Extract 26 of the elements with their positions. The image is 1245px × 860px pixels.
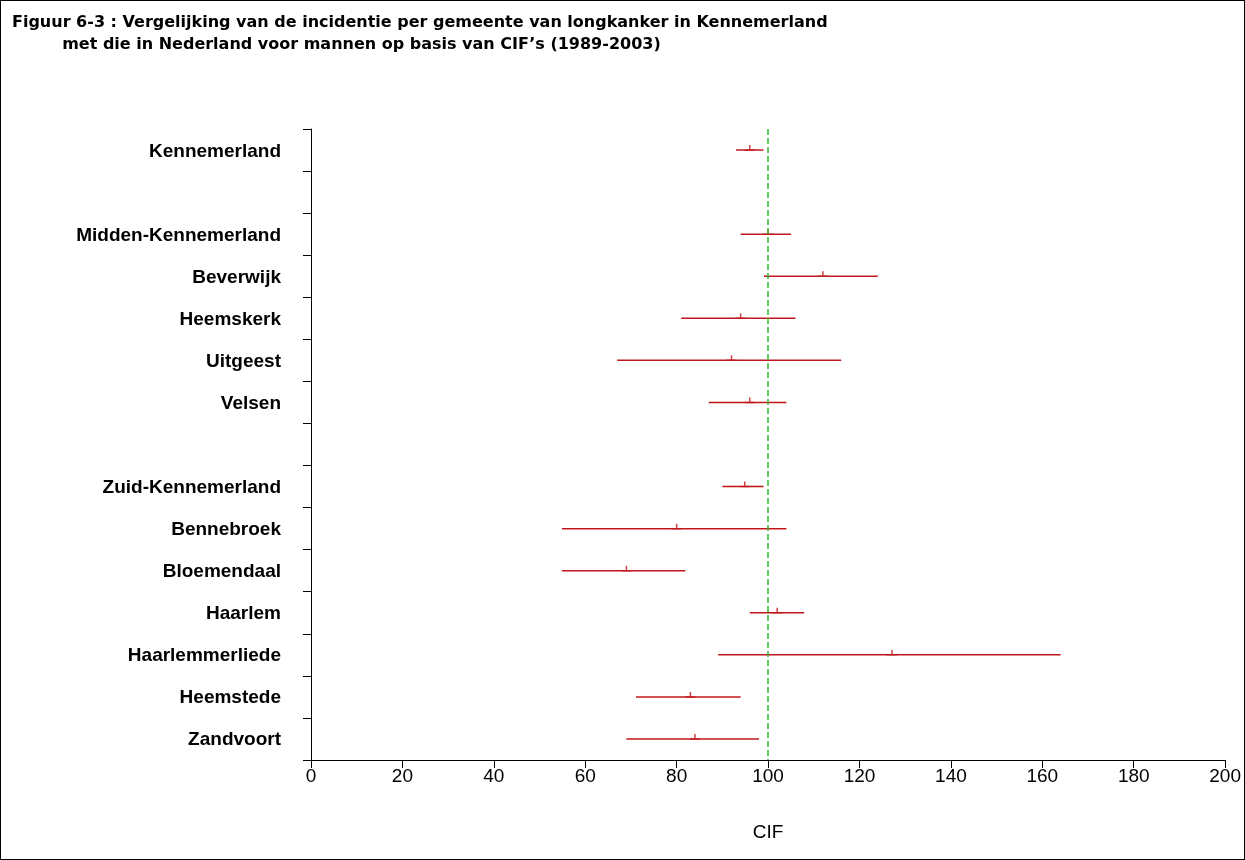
y-tick-label: Heemstede: [179, 686, 281, 708]
y-tick-label: Bloemendaal: [162, 560, 281, 582]
y-tick-label: Midden-Kennemerland: [76, 223, 281, 245]
x-tick-label: 140: [935, 765, 967, 786]
y-tick-label: Kennemerland: [149, 139, 281, 161]
chart-title: Figuur 6-3 : Vergelijking van de incidentie per gemeente van longkanker in Kennemerland met die in Nederland voor mannen op basis van CIF’s (1989-2003): [12, 11, 828, 53]
y-tick-label: Zuid-Kennemerland: [102, 476, 281, 498]
y-tick-label: Bennebroek: [171, 518, 282, 540]
x-tick-label: 180: [1117, 765, 1150, 786]
x-axis-title: CIF: [752, 821, 784, 842]
x-tick-label: 120: [843, 765, 876, 786]
x-tick-label: 100: [752, 765, 784, 786]
y-tick-label: Zandvoort: [188, 728, 282, 750]
x-tick-label: 160: [1026, 765, 1059, 786]
x-tick-label: 80: [666, 765, 688, 786]
y-tick-label: Heemskerk: [179, 307, 282, 329]
y-tick-label: Velsen: [220, 391, 281, 413]
x-tick-label: 0: [305, 765, 317, 786]
x-tick-label: 60: [574, 765, 596, 786]
x-tick-label: 20: [391, 765, 413, 786]
y-tick-label: Haarlemmerliede: [127, 644, 281, 666]
y-tick-label: Haarlem: [206, 602, 281, 624]
x-tick-label: 200: [1209, 765, 1241, 786]
x-tick-label: 40: [483, 765, 505, 786]
y-tick-label: Uitgeest: [206, 349, 282, 371]
y-tick-label: Beverwijk: [192, 265, 282, 287]
